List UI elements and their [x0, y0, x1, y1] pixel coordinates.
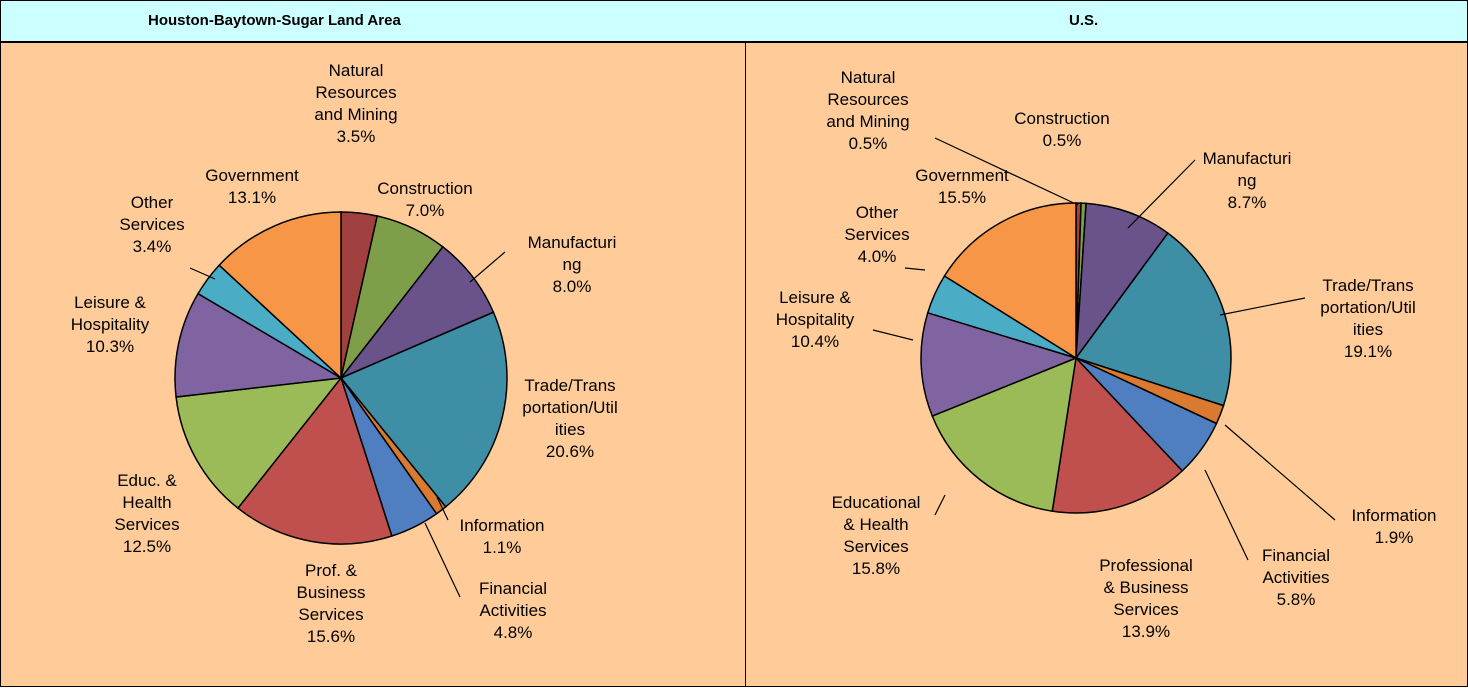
slice-label: Other Services 3.4% [103, 192, 201, 258]
chart-title: Houston-Baytown-Sugar Land Area [148, 12, 401, 29]
category-label: Information [1351, 506, 1437, 525]
slice-label: Information 1.9% [1345, 505, 1443, 549]
slice-label: Prof. & Business Services 15.6% [282, 560, 380, 648]
value-label: 5.8% [1276, 590, 1316, 609]
value-label: 15.6% [306, 627, 356, 646]
category-label: Information [459, 516, 545, 535]
slice-label: Leisure & Hospitality 10.3% [61, 292, 159, 358]
pie-slice [218, 211, 342, 380]
leader-line [189, 267, 216, 280]
slice-label: Manufacturing 8.0% [523, 232, 621, 298]
category-label: Natural Resources and Mining [314, 61, 398, 124]
value-label: 8.7% [1227, 193, 1267, 212]
leader-line [872, 329, 914, 341]
value-label: 1.9% [1374, 528, 1414, 547]
value-label: 20.6% [545, 442, 595, 461]
leader-line [1204, 469, 1249, 561]
slice-label: Other Services 4.0% [828, 202, 926, 268]
category-label: Educ. & Health Services [114, 471, 180, 534]
value-label: 13.1% [227, 188, 277, 207]
category-label: Natural Resources and Mining [826, 68, 910, 131]
value-label: 7.0% [405, 201, 445, 220]
chart-title: U.S. [1069, 12, 1099, 29]
value-label: 0.5% [848, 134, 888, 153]
value-label: 15.5% [937, 188, 987, 207]
value-label: 0.5% [1042, 131, 1082, 150]
leader-line [934, 137, 1079, 206]
slice-label: Leisure & Hospitality 10.4% [766, 287, 864, 353]
pie-slice [174, 292, 344, 398]
value-label: 12.5% [122, 537, 172, 556]
slice-label: Construction 7.0% [376, 178, 474, 222]
category-label: Government [915, 166, 1009, 185]
slice-label: Trade/Transportation/Utilities 19.1% [1319, 275, 1417, 363]
category-label: Trade/Transportation/Utilities [522, 376, 618, 439]
pie-slice [236, 376, 393, 545]
value-label: 3.4% [132, 237, 172, 256]
pie-slice [1074, 232, 1232, 407]
slice-label: Natural Resources and Mining 3.5% [307, 60, 405, 148]
value-label: 19.1% [1343, 342, 1393, 361]
category-label: Financial Activities [1261, 546, 1331, 587]
slice-label: Professional & Business Services 13.9% [1097, 555, 1195, 643]
category-label: Prof. & Business Services [296, 561, 366, 624]
category-label: Leisure & Hospitality [775, 288, 855, 329]
slice-label: Trade/Transportation/Utilities 20.6% [521, 375, 619, 463]
leader-line [469, 251, 506, 283]
category-label: Construction [377, 179, 473, 198]
slice-label: Government 15.5% [913, 165, 1011, 209]
slice-label: Manufacturing 8.7% [1198, 148, 1296, 214]
leader-line [904, 267, 926, 271]
slice-label: Financial Activities 4.8% [464, 578, 562, 644]
category-label: Educational & Health Services [831, 493, 921, 556]
value-label: 13.9% [1121, 622, 1171, 641]
value-label: 4.8% [493, 623, 533, 642]
slice-label: Financial Activities 5.8% [1247, 545, 1345, 611]
value-label: 1.1% [482, 538, 522, 557]
value-label: 10.4% [790, 332, 840, 351]
pie-slice [1051, 356, 1184, 514]
slice-label: Construction 0.5% [1013, 108, 1111, 152]
category-label: Professional & Business Services [1099, 556, 1193, 619]
category-label: Leisure & Hospitality [70, 293, 150, 334]
pie-slice [339, 311, 508, 508]
value-label: 4.0% [857, 247, 897, 266]
slice-label: Natural Resources and Mining 0.5% [819, 67, 917, 155]
category-label: Manufacturing [527, 233, 617, 274]
slice-label: Government 13.1% [203, 165, 301, 209]
leader-line [934, 494, 946, 516]
leader-line [1219, 297, 1306, 316]
category-label: Government [205, 166, 299, 185]
category-label: Other Services [844, 203, 910, 244]
category-label: Other Services [119, 193, 185, 234]
value-label: 3.5% [336, 127, 376, 146]
value-label: 8.0% [552, 277, 592, 296]
slice-label: Educ. & Health Services 12.5% [98, 470, 196, 558]
category-label: Manufacturing [1202, 149, 1292, 190]
slice-label: Educational & Health Services 15.8% [827, 492, 925, 580]
category-label: Financial Activities [478, 579, 548, 620]
pie-slice [1075, 202, 1169, 361]
leader-line [424, 522, 461, 598]
leader-line [1224, 424, 1336, 521]
slice-label: Information 1.1% [453, 515, 551, 559]
header: Houston-Baytown-Sugar Land Area U.S. [0, 0, 1468, 42]
category-label: Construction [1014, 109, 1110, 128]
category-label: Trade/Transportation/Utilities [1320, 276, 1416, 339]
value-label: 15.8% [851, 559, 901, 578]
pie-slice [931, 356, 1077, 513]
pie-slice [920, 311, 1079, 418]
value-label: 10.3% [85, 337, 135, 356]
leader-line [436, 496, 449, 521]
pie-slice [943, 202, 1077, 360]
leader-line [1127, 159, 1196, 229]
pie-slice [175, 377, 343, 510]
